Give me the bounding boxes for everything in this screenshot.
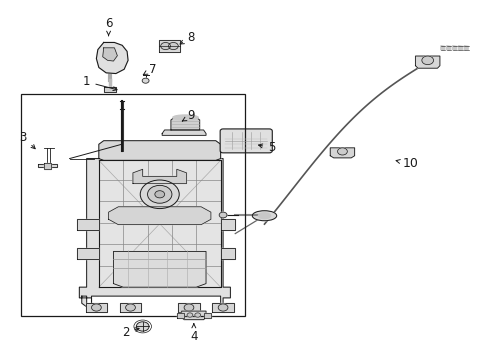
Polygon shape [38,164,57,167]
Text: 5: 5 [259,141,275,154]
Polygon shape [220,219,235,230]
Ellipse shape [252,211,277,221]
Circle shape [142,78,149,83]
Polygon shape [447,46,451,50]
Polygon shape [133,169,187,184]
Circle shape [169,42,178,50]
Polygon shape [453,46,457,50]
Text: 7: 7 [143,63,156,76]
Text: 3: 3 [20,131,35,149]
Bar [21,94,245,316]
Circle shape [218,304,228,311]
Circle shape [422,56,434,64]
Polygon shape [177,313,184,318]
Polygon shape [220,248,235,258]
Text: 2: 2 [122,327,139,339]
Polygon shape [104,87,116,93]
Polygon shape [203,313,211,318]
Polygon shape [109,207,211,225]
Text: 4: 4 [190,324,197,343]
Polygon shape [114,251,206,287]
Circle shape [219,212,227,218]
Ellipse shape [173,115,198,120]
Text: 1: 1 [83,75,117,91]
Polygon shape [99,160,220,287]
Polygon shape [97,42,128,73]
Circle shape [125,304,135,311]
Circle shape [187,313,193,317]
Polygon shape [44,163,51,168]
Polygon shape [416,56,440,68]
Circle shape [147,185,172,203]
Circle shape [338,148,347,155]
Polygon shape [330,148,355,158]
Circle shape [155,191,165,198]
Polygon shape [464,46,468,50]
Polygon shape [459,46,462,50]
Polygon shape [162,130,206,135]
Polygon shape [171,117,200,130]
Polygon shape [159,40,180,53]
Ellipse shape [258,213,270,219]
Circle shape [136,322,149,331]
Polygon shape [86,303,107,312]
Text: 10: 10 [396,157,418,170]
Circle shape [184,304,194,311]
Text: 6: 6 [105,17,112,36]
Polygon shape [178,303,200,312]
Circle shape [92,304,101,311]
Polygon shape [182,311,206,320]
Polygon shape [212,303,234,312]
Polygon shape [79,158,230,312]
Circle shape [195,313,201,317]
Polygon shape [99,141,220,160]
Polygon shape [77,219,99,230]
Polygon shape [103,48,117,61]
Circle shape [161,42,171,50]
Circle shape [140,180,179,208]
Polygon shape [441,46,445,50]
Polygon shape [120,303,141,312]
Polygon shape [121,102,122,152]
FancyBboxPatch shape [220,129,272,153]
Text: 8: 8 [180,31,195,44]
Text: 9: 9 [182,109,195,122]
Polygon shape [77,248,99,258]
